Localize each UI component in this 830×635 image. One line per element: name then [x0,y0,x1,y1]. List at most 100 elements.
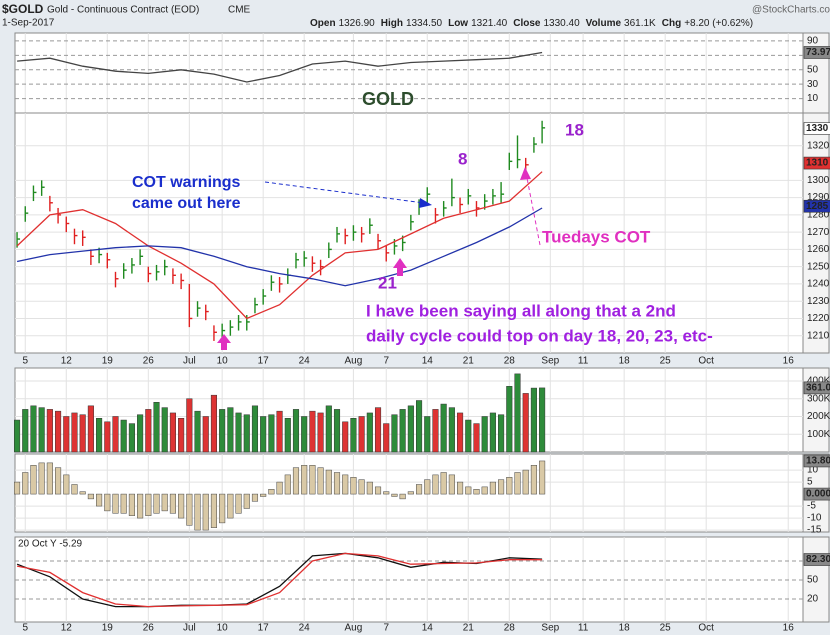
price-marker [803,454,830,468]
bar [30,405,37,453]
bar [227,407,234,453]
x-tick-label: 24 [299,623,311,634]
bar [169,493,176,514]
stat-label: High [381,18,403,29]
price-marker-label: 361.0K [806,383,830,394]
bar [79,491,86,495]
bar [219,409,226,453]
bar [342,474,349,495]
y-tick-label: 400K [807,376,830,387]
price-marker-label: 1310 [806,158,829,169]
y-tick-label: 1270 [807,227,830,238]
x-tick-label: Jul [183,356,196,367]
bar [276,481,283,495]
bar [383,423,390,453]
line-series [17,51,543,83]
y-tick-label: 1300 [807,175,830,186]
x-tick-label: 21 [463,356,475,367]
y-tick-label: 1290 [807,192,830,203]
bar [374,486,382,495]
annotation: came out here [132,195,241,212]
bar [71,484,78,495]
bar [514,373,521,453]
x-tick-label: 16 [783,623,795,634]
x-tick-label: Jul [183,623,196,634]
bar [473,489,480,495]
bar [465,486,472,495]
bar [489,481,496,495]
bar [178,418,185,453]
bar [448,407,455,453]
axis-strip [802,536,830,623]
bar [30,465,37,495]
bar [169,412,176,453]
stat-value: +8.20 (+0.62%) [684,18,753,29]
price-marker-label: 82.30 [806,554,830,565]
y-tick-label: 1240 [807,279,830,290]
x-tick-label: 11 [578,623,589,634]
bar [251,405,259,453]
y-tick-label: -10 [807,513,822,524]
bar [498,479,505,495]
y-tick-label: 1230 [807,296,830,307]
bar [210,493,217,528]
y-tick-label: 10 [807,465,819,476]
arrow [264,181,425,204]
stat-label: Close [513,18,541,29]
bar [473,423,480,453]
stat-value: 1321.40 [471,18,508,29]
bar [465,419,472,453]
price-marker-label: 1285 [806,201,829,212]
bar [415,400,423,453]
bar [399,409,406,453]
bar [104,421,111,453]
arrow [526,177,541,246]
bar [186,398,193,453]
x-tick-label: 7 [383,623,389,634]
bar [96,493,103,507]
panels: 103050709073.971210122012301240125012601… [14,32,830,634]
bar [301,416,308,453]
bar [432,409,439,453]
bar [202,416,209,453]
bar [235,412,242,453]
bar [514,472,521,495]
x-tick-label: 10 [217,356,229,367]
bar [424,416,431,453]
stat-label: Chg [662,18,681,29]
bar [498,414,505,453]
bar [448,474,455,495]
stat-value: 1334.50 [406,18,443,29]
bar [38,462,45,495]
x-tick-label: 7 [383,356,389,367]
y-tick-label: 5 [807,477,813,488]
bar [432,474,439,495]
bar [120,419,127,453]
y-tick-label: 1260 [807,244,830,255]
y-tick-label: 10 [807,93,819,104]
bar [227,493,234,519]
price-marker [803,381,830,395]
bar [342,421,349,453]
bar [366,481,373,495]
annotation: I have been saying all along that a 2nd [366,301,676,320]
x-tick-label: 24 [299,356,311,367]
line-series [16,552,543,608]
bar [317,467,324,495]
bar [539,460,546,495]
price-marker-label: 1330 [806,123,829,134]
bar [358,479,365,495]
y-tick-label: 1280 [807,210,830,221]
bar [161,407,168,453]
x-tick-label: 14 [422,623,434,634]
source: @StockCharts.com [752,5,830,16]
price-marker-label: 13.80 [806,456,830,467]
bar [350,418,357,453]
stat-label: Open [310,18,336,29]
bar [22,472,29,495]
bar [104,493,111,512]
annotation: COT warnings [132,174,241,191]
bar [153,402,160,453]
annotation: 18 [565,120,584,139]
x-tick-label: 25 [660,623,672,634]
